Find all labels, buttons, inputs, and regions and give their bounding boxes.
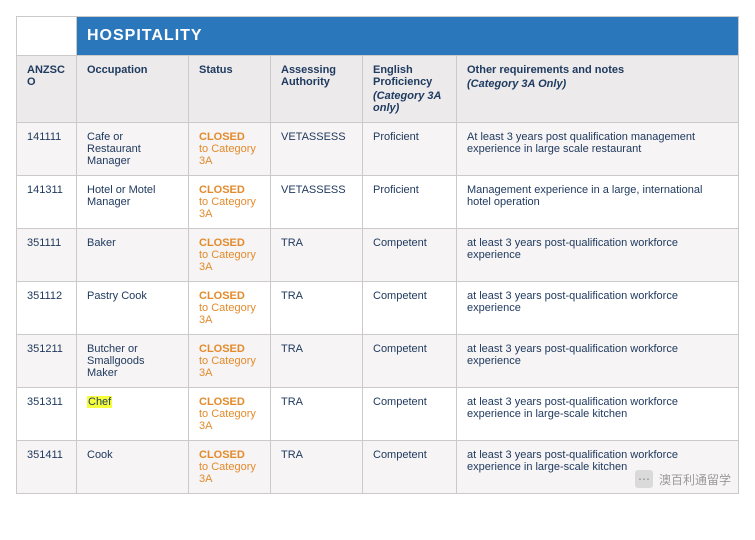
table-row: 141311Hotel or Motel ManagerCLOSEDto Cat… — [17, 176, 739, 229]
cell-notes: At least 3 years post qualification mana… — [457, 123, 739, 176]
status-closed-label: CLOSED — [199, 396, 260, 408]
col-label: Assessing Authority — [281, 64, 336, 88]
banner-spacer — [17, 17, 77, 56]
cell-status: CLOSEDto Category 3A — [189, 388, 271, 441]
status-closed-label: CLOSED — [199, 184, 260, 196]
cell-occupation: Baker — [77, 229, 189, 282]
cell-proficiency: Proficient — [363, 176, 457, 229]
cell-proficiency: Competent — [363, 388, 457, 441]
table-row: 351111BakerCLOSEDto Category 3ATRACompet… — [17, 229, 739, 282]
cell-authority: TRA — [271, 335, 363, 388]
watermark-text: 澳百利通留学 — [659, 471, 731, 488]
hospitality-table: HOSPITALITY ANZSCO Occupation Status Ass… — [16, 16, 739, 494]
cell-occupation: Hotel or Motel Manager — [77, 176, 189, 229]
cell-proficiency: Proficient — [363, 123, 457, 176]
cell-status: CLOSEDto Category 3A — [189, 282, 271, 335]
table-title: HOSPITALITY — [77, 17, 739, 56]
cell-occupation: Cook — [77, 441, 189, 494]
cell-authority: TRA — [271, 441, 363, 494]
wechat-icon: ⋯ — [635, 470, 653, 488]
cell-authority: TRA — [271, 282, 363, 335]
status-sub-label: to Category 3A — [199, 461, 260, 485]
cell-anzsco: 351112 — [17, 282, 77, 335]
cell-proficiency: Competent — [363, 282, 457, 335]
col-anzsco: ANZSCO — [17, 56, 77, 123]
table-row: 351411CookCLOSEDto Category 3ATRACompete… — [17, 441, 739, 494]
table-row: 141111Cafe or Restaurant ManagerCLOSEDto… — [17, 123, 739, 176]
cell-occupation: Cafe or Restaurant Manager — [77, 123, 189, 176]
col-occupation: Occupation — [77, 56, 189, 123]
cell-notes: at least 3 years post-qualification work… — [457, 388, 739, 441]
status-closed-label: CLOSED — [199, 290, 260, 302]
status-closed-label: CLOSED — [199, 449, 260, 461]
col-sublabel: (Category 3A only) — [373, 90, 446, 114]
cell-notes: at least 3 years post-qualification work… — [457, 229, 739, 282]
cell-status: CLOSEDto Category 3A — [189, 441, 271, 494]
cell-anzsco: 351411 — [17, 441, 77, 494]
cell-proficiency: Competent — [363, 229, 457, 282]
col-notes: Other requirements and notes (Category 3… — [457, 56, 739, 123]
watermark: ⋯ 澳百利通留学 — [635, 470, 731, 488]
cell-status: CLOSEDto Category 3A — [189, 176, 271, 229]
status-closed-label: CLOSED — [199, 131, 260, 143]
col-authority: Assessing Authority — [271, 56, 363, 123]
cell-authority: TRA — [271, 388, 363, 441]
cell-anzsco: 351211 — [17, 335, 77, 388]
table-row: 351311ChefCLOSEDto Category 3ATRACompete… — [17, 388, 739, 441]
status-sub-label: to Category 3A — [199, 302, 260, 326]
status-sub-label: to Category 3A — [199, 408, 260, 432]
cell-notes: at least 3 years post-qualification work… — [457, 282, 739, 335]
col-proficiency: English Proficiency (Category 3A only) — [363, 56, 457, 123]
cell-anzsco: 141111 — [17, 123, 77, 176]
cell-anzsco: 351111 — [17, 229, 77, 282]
header-row: ANZSCO Occupation Status Assessing Autho… — [17, 56, 739, 123]
cell-status: CLOSEDto Category 3A — [189, 123, 271, 176]
col-label: Other requirements and notes — [467, 64, 624, 76]
status-closed-label: CLOSED — [199, 237, 260, 249]
cell-anzsco: 141311 — [17, 176, 77, 229]
cell-anzsco: 351311 — [17, 388, 77, 441]
status-sub-label: to Category 3A — [199, 249, 260, 273]
cell-notes: at least 3 years post-qualification work… — [457, 335, 739, 388]
col-label: Status — [199, 64, 233, 76]
cell-authority: TRA — [271, 229, 363, 282]
cell-proficiency: Competent — [363, 441, 457, 494]
cell-authority: VETASSESS — [271, 176, 363, 229]
cell-status: CLOSEDto Category 3A — [189, 229, 271, 282]
table-row: 351211Butcher or Smallgoods MakerCLOSEDt… — [17, 335, 739, 388]
status-closed-label: CLOSED — [199, 343, 260, 355]
status-sub-label: to Category 3A — [199, 355, 260, 379]
table-body: 141111Cafe or Restaurant ManagerCLOSEDto… — [17, 123, 739, 494]
banner-row: HOSPITALITY — [17, 17, 739, 56]
table-row: 351112Pastry CookCLOSEDto Category 3ATRA… — [17, 282, 739, 335]
cell-proficiency: Competent — [363, 335, 457, 388]
col-sublabel: (Category 3A Only) — [467, 78, 728, 90]
highlighted-occupation: Chef — [87, 396, 112, 408]
cell-occupation: Butcher or Smallgoods Maker — [77, 335, 189, 388]
col-label: Occupation — [87, 64, 148, 76]
cell-status: CLOSEDto Category 3A — [189, 335, 271, 388]
status-sub-label: to Category 3A — [199, 196, 260, 220]
col-label: English Proficiency — [373, 64, 432, 88]
cell-authority: VETASSESS — [271, 123, 363, 176]
cell-occupation: Chef — [77, 388, 189, 441]
status-sub-label: to Category 3A — [199, 143, 260, 167]
col-label: ANZSCO — [27, 64, 65, 88]
cell-occupation: Pastry Cook — [77, 282, 189, 335]
cell-notes: Management experience in a large, intern… — [457, 176, 739, 229]
col-status: Status — [189, 56, 271, 123]
